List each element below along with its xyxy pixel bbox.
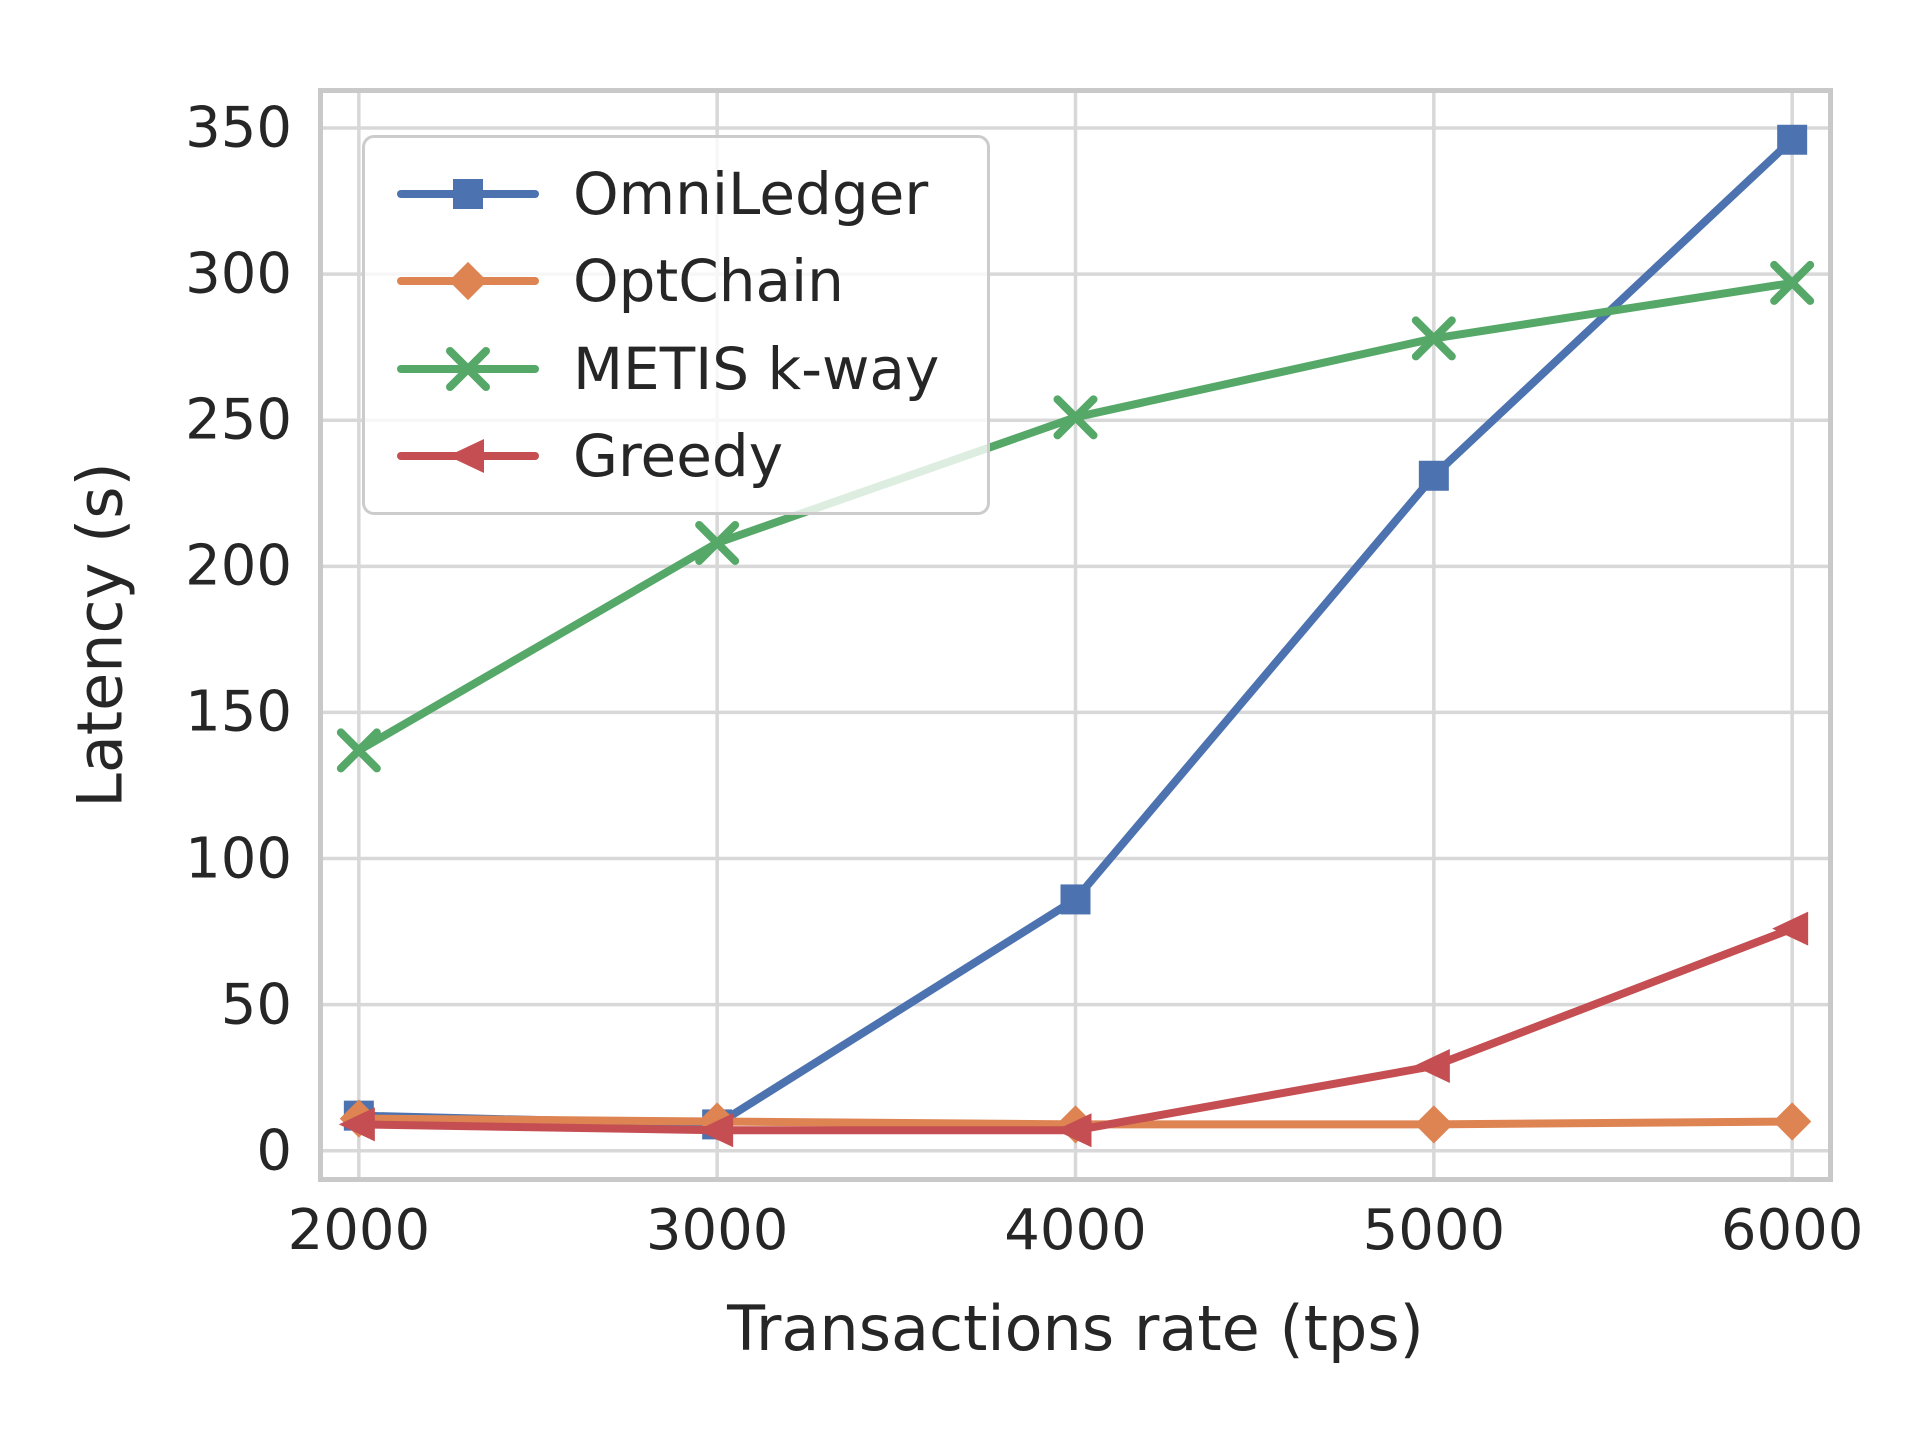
x-tick-label: 4000 bbox=[1004, 1198, 1147, 1263]
square-marker bbox=[1418, 460, 1449, 491]
x-marker bbox=[1770, 260, 1815, 305]
diamond-marker bbox=[448, 262, 488, 301]
x-axis-label: Transactions rate (tps) bbox=[727, 1292, 1424, 1365]
legend-label: Greedy bbox=[573, 422, 784, 491]
legend-swatch bbox=[397, 439, 539, 474]
square-marker bbox=[1060, 884, 1091, 915]
series-metis-k-way bbox=[336, 260, 1815, 773]
y-tick-label: 50 bbox=[220, 972, 292, 1038]
series-greedy bbox=[338, 911, 1809, 1148]
x-tick-labels: 2000 3000 4000 5000 6000 bbox=[288, 1198, 1864, 1268]
x-marker bbox=[336, 728, 381, 773]
x-marker bbox=[1053, 395, 1098, 440]
triangle-left-marker bbox=[448, 439, 484, 474]
legend-label: OptChain bbox=[573, 247, 844, 316]
legend-item: METIS k-way bbox=[393, 335, 977, 403]
legend-swatch bbox=[397, 178, 539, 209]
y-tick-label: 300 bbox=[185, 241, 292, 307]
legend-item: OmniLedger bbox=[393, 160, 977, 228]
y-tick-label: 200 bbox=[185, 533, 292, 599]
x-tick-label: 5000 bbox=[1362, 1198, 1506, 1263]
y-tick-label: 350 bbox=[185, 95, 292, 161]
y-tick-label: 0 bbox=[256, 1118, 292, 1184]
legend-label: METIS k-way bbox=[573, 334, 940, 403]
legend-swatch bbox=[397, 346, 539, 391]
diamond-marker bbox=[1773, 1102, 1812, 1141]
triangle-left-marker bbox=[1772, 911, 1809, 946]
legend-item: OptChain bbox=[393, 247, 977, 315]
square-marker bbox=[1777, 124, 1808, 155]
plot-area: OmniLedger OptChain METIS k-way Greedy bbox=[318, 88, 1833, 1182]
triangle-left-marker bbox=[1413, 1048, 1450, 1083]
x-marker bbox=[695, 520, 740, 565]
y-tick-label: 150 bbox=[185, 679, 292, 745]
y-tick-label: 250 bbox=[185, 387, 292, 453]
square-marker bbox=[453, 178, 483, 209]
x-marker bbox=[1411, 316, 1456, 361]
triangle-left-marker bbox=[338, 1107, 375, 1142]
triangle-left-marker bbox=[1055, 1113, 1092, 1148]
legend-label: OmniLedger bbox=[573, 159, 929, 228]
triangle-left-marker bbox=[697, 1113, 734, 1148]
x-tick-label: 6000 bbox=[1720, 1198, 1864, 1263]
legend: OmniLedger OptChain METIS k-way Greedy bbox=[362, 135, 990, 515]
x-tick-label: 2000 bbox=[287, 1198, 431, 1263]
diamond-marker bbox=[1414, 1105, 1453, 1144]
x-tick-label: 3000 bbox=[645, 1198, 789, 1263]
legend-item: Greedy bbox=[393, 422, 977, 490]
y-tick-labels: 0 50 100 150 200 250 300 350 bbox=[0, 93, 292, 1184]
x-marker bbox=[446, 346, 490, 391]
legend-swatch bbox=[397, 262, 539, 301]
y-tick-label: 100 bbox=[185, 826, 292, 892]
